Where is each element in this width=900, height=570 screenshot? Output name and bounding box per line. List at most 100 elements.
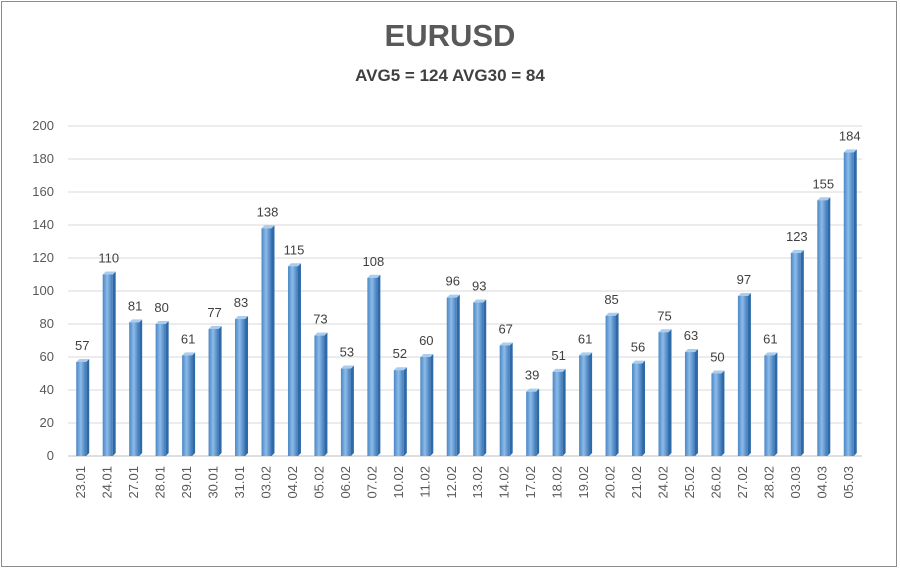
bar xyxy=(843,152,854,456)
data-label: 80 xyxy=(154,300,168,315)
bar-side xyxy=(668,329,672,456)
bar-side xyxy=(615,312,619,456)
data-label: 97 xyxy=(737,272,751,287)
x-tick-label: 07.02 xyxy=(364,466,379,499)
bar xyxy=(764,355,775,456)
y-tick-label: 60 xyxy=(40,349,54,364)
bar xyxy=(261,228,272,456)
x-tick-label: 05.03 xyxy=(841,466,856,499)
bar-side xyxy=(509,342,513,456)
bar xyxy=(552,371,563,456)
bar-side xyxy=(827,197,831,456)
bar-top xyxy=(632,360,646,364)
bar-side xyxy=(324,332,328,456)
data-label: 61 xyxy=(578,331,592,346)
data-label: 75 xyxy=(657,308,671,323)
data-label: 51 xyxy=(551,348,565,363)
x-tick-label: 06.02 xyxy=(338,466,353,499)
bar-side xyxy=(297,263,301,456)
bar xyxy=(102,274,113,456)
bar xyxy=(446,297,457,456)
x-tick-label: 21.02 xyxy=(629,466,644,499)
y-tick-label: 40 xyxy=(40,382,54,397)
data-labels: 57 110 81 80 61 77 83 138 115 73 53 108 52 60 96 93 67 39… xyxy=(75,128,861,382)
data-label: 73 xyxy=(313,312,327,327)
bar xyxy=(790,253,801,456)
data-label: 57 xyxy=(75,338,89,353)
bar xyxy=(155,324,166,456)
bar xyxy=(499,345,510,456)
data-label: 96 xyxy=(446,274,460,289)
bar-top xyxy=(208,325,222,329)
data-label: 110 xyxy=(98,251,119,266)
bar-top xyxy=(790,250,804,254)
x-tick-label: 29.01 xyxy=(179,466,194,499)
bar xyxy=(605,315,616,456)
bar xyxy=(737,295,748,456)
bar-top xyxy=(552,368,566,372)
y-tick-label: 120 xyxy=(32,250,54,265)
bar-top xyxy=(102,271,116,275)
bar-top xyxy=(129,319,143,323)
bar xyxy=(129,322,140,456)
bar-side xyxy=(536,388,540,456)
x-axis-ticks: 23.01 24.01 27.01 28.01 29.01 30.01 31.01 03.02… xyxy=(73,466,856,499)
data-label: 77 xyxy=(207,305,221,320)
bar-side xyxy=(721,370,725,456)
bar-top xyxy=(764,352,778,356)
x-tick-label: 17.02 xyxy=(523,466,538,499)
bar-top xyxy=(155,321,169,324)
bar xyxy=(684,352,695,456)
chart-title: EURUSD xyxy=(384,18,516,53)
y-tick-label: 20 xyxy=(40,415,54,430)
data-label: 56 xyxy=(631,340,645,355)
bar-side xyxy=(747,292,751,456)
bar-top xyxy=(393,367,407,371)
bar-top xyxy=(314,332,328,336)
bar xyxy=(420,357,431,456)
data-label: 63 xyxy=(684,328,698,343)
bar-top xyxy=(446,294,460,298)
bars xyxy=(76,149,857,456)
bar xyxy=(526,391,537,456)
bar-top xyxy=(499,342,513,346)
bar-top xyxy=(605,312,619,316)
bar-side xyxy=(112,271,116,456)
x-tick-label: 04.02 xyxy=(285,466,300,499)
bar-top xyxy=(473,299,487,303)
bar xyxy=(632,363,643,456)
bar xyxy=(393,370,404,456)
data-label: 138 xyxy=(257,204,279,219)
bar xyxy=(817,200,828,456)
bar xyxy=(711,373,722,456)
x-tick-label: 26.02 xyxy=(708,466,723,499)
x-tick-label: 05.02 xyxy=(311,466,326,499)
y-tick-label: 80 xyxy=(40,316,54,331)
bar-top xyxy=(526,388,540,392)
y-tick-label: 200 xyxy=(32,118,54,133)
x-tick-label: 10.02 xyxy=(391,466,406,499)
bar-top xyxy=(235,316,249,320)
data-label: 52 xyxy=(393,346,407,361)
bar-top xyxy=(711,370,725,374)
bar xyxy=(658,332,669,456)
bar xyxy=(235,319,246,456)
chart-subtitle: AVG5 = 124 AVG30 = 84 xyxy=(355,66,545,85)
bar-top xyxy=(658,329,672,333)
bar-side xyxy=(483,299,487,456)
x-tick-label: 27.02 xyxy=(735,466,750,499)
y-tick-label: 0 xyxy=(47,448,54,463)
bar-top xyxy=(817,197,831,201)
data-label: 155 xyxy=(812,176,834,191)
grid-lines xyxy=(68,125,862,457)
data-label: 53 xyxy=(340,345,354,360)
bar-top xyxy=(843,149,857,153)
bar-side xyxy=(218,325,222,456)
bar-side xyxy=(774,352,778,456)
data-label: 60 xyxy=(419,333,433,348)
x-tick-label: 23.01 xyxy=(73,466,88,499)
bar-top xyxy=(684,349,698,353)
x-tick-label: 24.01 xyxy=(100,466,115,499)
bar-top xyxy=(420,354,434,357)
